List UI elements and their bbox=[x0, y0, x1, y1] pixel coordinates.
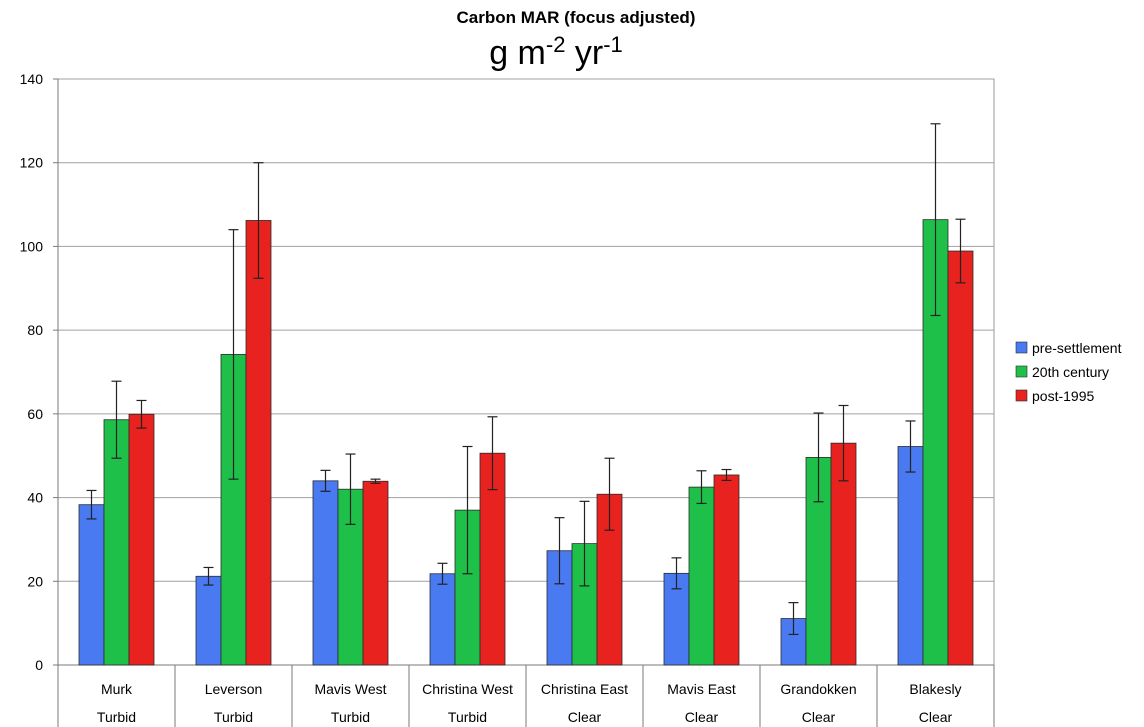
y-tick-label: 20 bbox=[27, 573, 43, 589]
x-group-label: Turbid bbox=[331, 709, 370, 725]
legend-swatch bbox=[1015, 341, 1028, 354]
bar bbox=[312, 480, 339, 666]
y-tick-label: 100 bbox=[20, 238, 44, 254]
x-category-label: Christina East bbox=[541, 681, 628, 697]
x-category-label: Leverson bbox=[205, 681, 263, 697]
x-group-label: Turbid bbox=[97, 709, 136, 725]
x-category-label: Christina West bbox=[422, 681, 513, 697]
y-tick-label: 0 bbox=[35, 657, 43, 673]
units-mid: yr bbox=[565, 34, 603, 72]
x-group-label: Clear bbox=[802, 709, 836, 725]
y-tick-label: 120 bbox=[20, 155, 44, 171]
units-exp-2: -1 bbox=[603, 32, 623, 57]
legend-label: 20th century bbox=[1032, 364, 1109, 380]
bar bbox=[713, 474, 740, 666]
x-category-label: Grandokken bbox=[780, 681, 856, 697]
units-exp-1: -2 bbox=[546, 32, 566, 57]
bar bbox=[897, 446, 924, 666]
x-category-label: Mavis West bbox=[314, 681, 386, 697]
x-category-label: Blakesly bbox=[909, 681, 961, 697]
units-base: g m bbox=[489, 34, 546, 72]
chart-units: g m-2 yr-1 bbox=[489, 32, 623, 72]
bar bbox=[362, 480, 389, 666]
y-tick-label: 80 bbox=[27, 322, 43, 338]
plot-area: 0 20 40 60 80 100 120 140 Murk Turbid Leverson Turb… bbox=[20, 71, 995, 727]
x-group-label: Clear bbox=[568, 709, 602, 725]
legend-swatch bbox=[1015, 365, 1028, 378]
y-tick-label: 140 bbox=[20, 71, 44, 87]
x-group-label: Turbid bbox=[214, 709, 253, 725]
y-tick-label: 60 bbox=[27, 406, 43, 422]
chart-title: Carbon MAR (focus adjusted) bbox=[457, 8, 696, 27]
bar bbox=[429, 573, 456, 666]
x-category-label: Mavis East bbox=[667, 681, 736, 697]
bar bbox=[128, 413, 155, 666]
x-category-label: Murk bbox=[101, 681, 133, 697]
bar bbox=[688, 486, 715, 666]
legend-label: pre-settlement bbox=[1032, 340, 1122, 356]
bar bbox=[195, 575, 222, 666]
x-group-label: Turbid bbox=[448, 709, 487, 725]
x-group-label: Clear bbox=[685, 709, 719, 725]
bar bbox=[245, 220, 272, 666]
x-group-label: Clear bbox=[919, 709, 953, 725]
legend: pre-settlement 20th century post-1995 bbox=[1015, 340, 1122, 404]
legend-swatch bbox=[1015, 389, 1028, 402]
legend-label: post-1995 bbox=[1032, 388, 1094, 404]
bar bbox=[78, 504, 105, 666]
bar bbox=[947, 250, 974, 666]
y-tick-label: 40 bbox=[27, 490, 43, 506]
